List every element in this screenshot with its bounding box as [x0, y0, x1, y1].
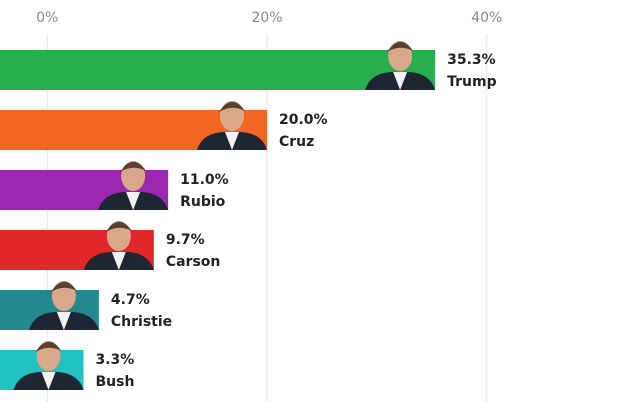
x-tick-label: 20% [251, 10, 282, 26]
value-label: 20.0% [279, 112, 328, 128]
photo-shirt [126, 192, 141, 210]
photo-shirt [56, 312, 71, 330]
photo-hair [105, 221, 132, 232]
x-tick-label: 40% [471, 10, 502, 26]
photo-hair [35, 341, 62, 352]
photo-shirt [393, 72, 408, 90]
category-label: Rubio [180, 194, 226, 210]
value-label: 4.7% [111, 292, 150, 308]
photo-hair [120, 161, 147, 172]
photo-hair [387, 41, 414, 52]
photo-hair [50, 281, 77, 292]
photo-shirt [111, 252, 126, 270]
category-label: Cruz [279, 134, 314, 150]
bar [0, 50, 436, 90]
category-label: Christie [111, 314, 172, 330]
value-label: 35.3% [447, 52, 496, 68]
photo-shirt [225, 132, 240, 150]
category-label: Carson [166, 254, 221, 270]
photo-hair [219, 101, 246, 112]
value-label: 9.7% [166, 232, 205, 248]
photo-shirt [41, 372, 56, 390]
value-label: 3.3% [96, 352, 135, 368]
value-label: 11.0% [180, 172, 229, 188]
category-label: Trump [447, 74, 497, 90]
x-tick-label: 0% [36, 10, 58, 26]
category-label: Bush [96, 374, 135, 390]
